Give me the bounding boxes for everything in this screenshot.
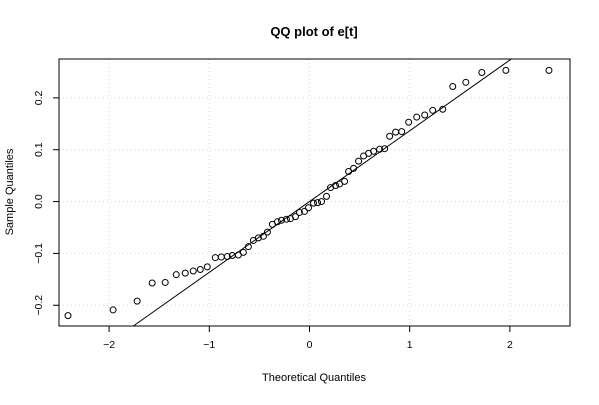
data-point <box>405 118 413 126</box>
reference-line-layer <box>133 58 512 327</box>
plot-frame <box>58 58 571 327</box>
data-point <box>350 164 358 172</box>
data-point <box>239 248 247 256</box>
data-point <box>263 228 271 236</box>
axes: −2 −1 0 1 2 −0.2 −0.1 0.0 0.1 0.2 <box>33 58 571 351</box>
data-point <box>381 145 389 153</box>
data-point <box>398 128 406 136</box>
data-point <box>181 269 189 277</box>
x-tick-label: 2 <box>507 339 513 351</box>
data-point <box>300 207 308 215</box>
data-point <box>148 279 156 287</box>
data-point <box>392 128 400 136</box>
chart-title: QQ plot of e[t] <box>270 24 357 39</box>
data-point <box>291 213 299 221</box>
x-tick-label: 1 <box>407 339 413 351</box>
data-point <box>413 113 421 121</box>
data-point <box>309 199 317 207</box>
data-point <box>304 204 312 212</box>
data-point <box>161 278 169 286</box>
data-point <box>314 199 322 207</box>
y-tick-label: 0.1 <box>33 142 45 157</box>
data-point <box>196 265 204 273</box>
data-points <box>64 66 553 320</box>
data-point <box>244 243 252 251</box>
data-point <box>345 168 353 176</box>
y-tick-label: −0.2 <box>33 295 45 316</box>
data-point <box>376 145 384 153</box>
y-tick-label: 0.0 <box>33 194 45 209</box>
grid-lines <box>59 59 570 326</box>
y-axis-label: Sample Quantiles <box>4 148 16 235</box>
data-point <box>64 312 72 320</box>
data-point <box>133 297 141 305</box>
data-point <box>223 253 231 261</box>
data-point <box>439 105 447 113</box>
y-tick-label: 0.2 <box>33 90 45 105</box>
data-point <box>449 82 457 90</box>
x-axis-label: Theoretical Quantiles <box>262 372 366 384</box>
data-point <box>203 263 211 271</box>
x-tick-label: 0 <box>307 339 313 351</box>
data-point <box>172 271 180 279</box>
y-tick-label: −0.1 <box>33 243 45 264</box>
data-point <box>386 132 394 140</box>
data-point <box>254 234 262 242</box>
x-tick-label: −1 <box>203 339 215 351</box>
data-point <box>429 106 437 114</box>
data-point <box>355 157 363 165</box>
data-point <box>217 253 225 261</box>
data-point <box>502 66 510 74</box>
data-point <box>332 182 340 190</box>
data-point <box>277 216 285 224</box>
data-point <box>109 306 117 314</box>
data-point <box>273 218 281 226</box>
data-point <box>462 78 470 86</box>
data-point <box>478 68 486 76</box>
x-tick-label: −2 <box>103 339 115 351</box>
data-point <box>421 111 429 119</box>
data-point <box>295 208 303 216</box>
data-point <box>545 66 553 74</box>
data-point <box>282 215 290 223</box>
data-point <box>323 192 331 200</box>
data-point <box>370 147 378 155</box>
data-point <box>318 198 326 206</box>
data-point <box>189 267 197 275</box>
data-point <box>341 177 349 185</box>
data-point <box>259 232 267 240</box>
qq-reference-line <box>133 58 512 327</box>
data-point <box>211 254 219 262</box>
